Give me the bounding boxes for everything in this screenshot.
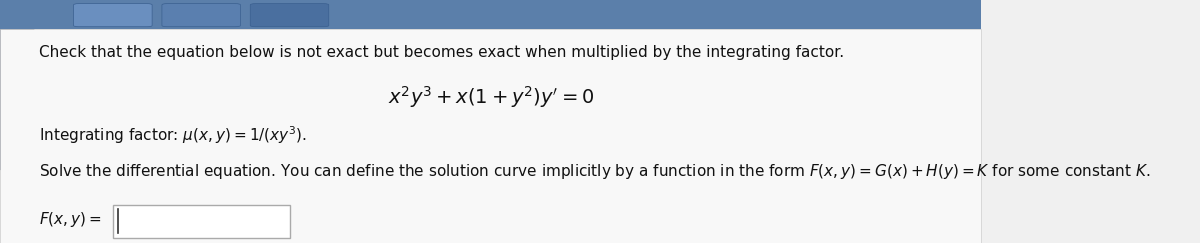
FancyBboxPatch shape [162, 4, 240, 27]
Text: Solve the differential equation. You can define the solution curve implicitly by: Solve the differential equation. You can… [40, 162, 1151, 181]
FancyBboxPatch shape [113, 205, 289, 238]
Text: $F(x, y) =$: $F(x, y) =$ [40, 210, 102, 229]
Text: Integrating factor: $\mu(x, y) = 1/(xy^3)$.: Integrating factor: $\mu(x, y) = 1/(xy^3… [40, 124, 307, 146]
Text: $x^2y^3 + x(1 + y^2)y' = 0$: $x^2y^3 + x(1 + y^2)y' = 0$ [388, 84, 594, 110]
FancyBboxPatch shape [0, 0, 982, 29]
FancyBboxPatch shape [251, 4, 329, 27]
Text: Check that the equation below is not exact but becomes exact when multiplied by : Check that the equation below is not exa… [40, 45, 845, 60]
FancyBboxPatch shape [73, 4, 152, 27]
FancyBboxPatch shape [0, 29, 982, 243]
PathPatch shape [0, 29, 35, 170]
